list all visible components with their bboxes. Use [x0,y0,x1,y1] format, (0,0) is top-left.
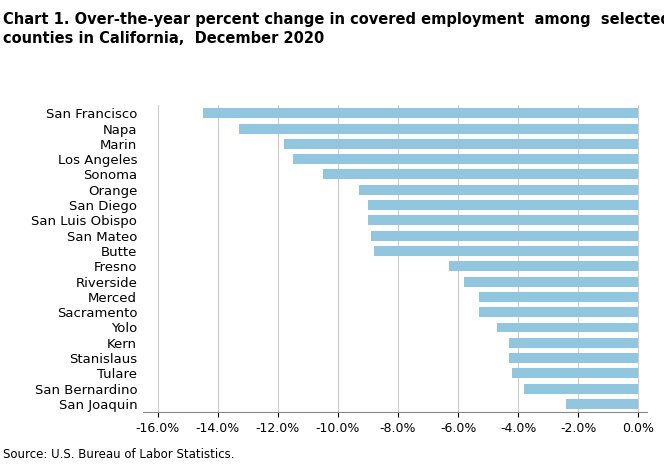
Text: Source: U.S. Bureau of Labor Statistics.: Source: U.S. Bureau of Labor Statistics. [3,448,235,461]
Bar [368,200,638,210]
Bar [512,369,638,378]
Bar [479,307,638,317]
Bar [464,277,638,287]
Bar [368,215,638,226]
Bar [509,353,638,363]
Bar [525,384,638,394]
Bar [374,246,638,256]
Bar [566,399,638,409]
Bar [293,154,638,164]
Bar [359,185,638,195]
Bar [239,123,638,134]
Bar [203,108,638,118]
Bar [497,322,638,332]
Bar [371,231,638,240]
Text: Chart 1. Over-the-year percent change in covered employment  among  selected lar: Chart 1. Over-the-year percent change in… [3,12,664,47]
Bar [509,338,638,348]
Bar [284,139,638,149]
Bar [449,261,638,271]
Bar [479,292,638,302]
Bar [323,170,638,179]
